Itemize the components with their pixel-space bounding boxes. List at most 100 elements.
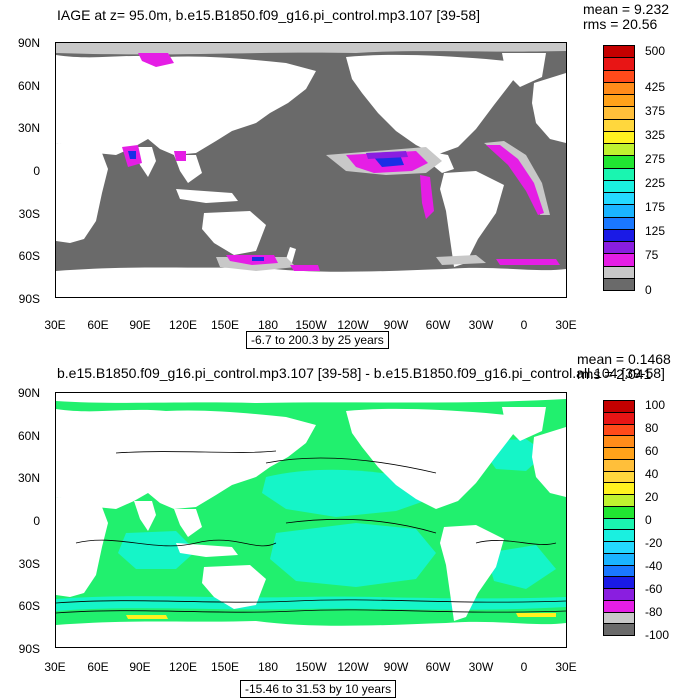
top-x-tick-60e: 60E [87,318,109,332]
bottom-x-tick-30w: 30W [468,660,494,674]
bottom-x-tick-0: 0 [520,660,528,674]
bottom-cb-label-neg60: -60 [645,582,663,596]
bottom-mean-stat: mean = 0.1468 [577,351,671,367]
top-cb-label-325: 325 [645,128,666,142]
bottom-cb-label-0: 0 [645,513,652,527]
bottom-y-tick-30n: 30N [17,471,40,485]
eastern-pacific-purple [366,151,408,159]
colorbar-cell [603,216,635,230]
top-y-tick-30s: 30S [18,207,40,221]
top-cb-label-500: 500 [645,44,666,58]
land-north-america [346,54,526,156]
top-y-tick-0: 0 [33,164,40,178]
colorbar-cell [603,192,635,206]
land-australia [202,565,266,609]
southern-ocean-magenta-central [290,265,320,271]
bottom-y-tick-60n: 60N [17,429,40,443]
bottom-x-tick-120w: 120W [337,660,369,674]
antarctic-yellow-strip-east [516,613,556,617]
top-map-canvas [56,43,566,297]
bottom-y-tick-60s: 60S [18,599,40,613]
bottom-cb-label-neg80: -80 [645,605,663,619]
land-eurasia [56,409,316,509]
colorbar-cell [603,241,635,255]
colorbar-cell [603,45,635,59]
top-cb-label-425: 425 [645,80,666,94]
land-greenland [502,407,546,441]
colorbar-cell [603,179,635,193]
land-africa [56,497,108,597]
bottom-x-tick-30e-right: 30E [555,660,577,674]
bottom-map [55,392,567,648]
bottom-map-canvas [56,393,566,647]
top-cb-label-225: 225 [645,176,666,190]
southern-ocean-blue-west [252,257,264,261]
colorbar-cell [603,106,635,120]
southern-cyan-band [56,596,566,611]
top-y-tick-60s: 60S [18,249,40,263]
top-x-tick-90e: 90E [129,318,151,332]
bottom-x-tick-30e: 30E [44,660,66,674]
colorbar-cell [603,265,635,279]
top-y-tick-90n: 90N [17,36,40,50]
colorbar-cell [603,118,635,132]
bottom-y-tick-90n: 90N [17,386,40,400]
bottom-cb-label-60: 60 [645,444,659,458]
land-north-america [346,408,526,509]
bottom-x-tick-90w: 90W [383,660,409,674]
southern-ocean-gray-east [436,255,486,265]
bottom-x-tick-60e: 60E [87,660,109,674]
top-cb-label-275: 275 [645,152,666,166]
colorbar-cell [603,167,635,181]
bottom-rms-stat: rms = 2.041 [577,366,652,382]
bottom-contour-range: -15.46 to 31.53 by 10 years [240,680,397,698]
top-x-tick-0: 0 [520,318,528,332]
top-x-tick-180: 180 [257,318,279,332]
top-cb-label-125: 125 [645,224,666,238]
arctic-land-top [56,393,566,403]
land-greenland [502,53,546,87]
bottom-cb-label-40: 40 [645,467,659,481]
land-eurasia [56,55,316,155]
contour-lines [56,450,566,614]
colorbar-cell [603,228,635,242]
bottom-colorbar [603,400,635,636]
land-europe-west [532,427,566,497]
bottom-x-tick-120e: 120E [168,660,198,674]
colorbar-cell [603,277,635,291]
top-cb-label-175: 175 [645,200,666,214]
top-cb-label-75: 75 [645,248,659,262]
top-x-tick-120w: 120W [337,318,369,332]
bottom-cb-label-neg40: -40 [645,559,663,573]
bay-of-bengal-blue [128,151,136,159]
peru-coast-magenta [420,175,434,219]
top-mean-stat: mean = 9.232 [583,1,670,17]
top-cb-label-0: 0 [645,283,652,297]
top-map [55,42,567,298]
indian-cyan [118,531,196,569]
land-indonesia [176,189,238,203]
top-x-tick-150e: 150E [210,318,240,332]
land-indonesia [176,543,238,557]
land-europe-west [532,73,566,143]
top-contour-range: -6.7 to 200.3 by 25 years [246,331,389,349]
colorbar-cell [603,81,635,95]
top-x-tick-30e-right: 30E [555,318,577,332]
colorbar-cell [603,204,635,218]
top-x-tick-30w: 30W [468,318,494,332]
bottom-cb-label-neg20: -20 [645,536,663,550]
land-southeast-asia [174,155,202,183]
land-australia [202,211,266,255]
southern-ocean-magenta-east [496,259,560,265]
top-y-tick-60n: 60N [17,79,40,93]
bottom-y-tick-30s: 30S [18,557,40,571]
colorbar-cell [603,69,635,83]
bottom-x-tick-150w: 150W [295,660,327,674]
bottom-cb-label-20: 20 [645,490,659,504]
south-china-sea-magenta [174,151,186,161]
top-y-tick-90s: 90S [18,292,40,306]
pacific-cyan-south [270,523,436,587]
top-x-tick-60w: 60W [425,318,451,332]
colorbar-cell [603,130,635,144]
land-south-america [440,525,504,621]
